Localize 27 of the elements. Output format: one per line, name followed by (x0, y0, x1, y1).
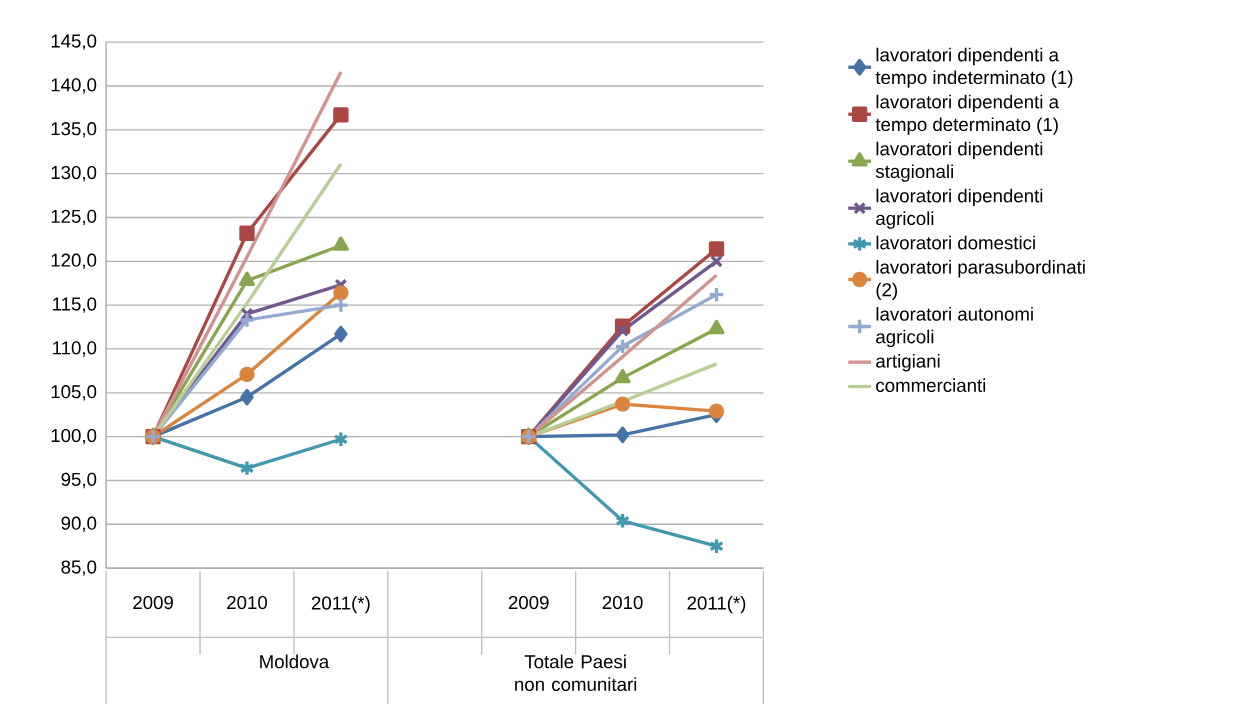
y-tick-label: 90,0 (61, 516, 97, 532)
x-tick-label: 2011(*) (687, 595, 746, 614)
y-tick-label: 115,0 (53, 297, 97, 313)
y-tick-label: 100,0 (51, 428, 97, 445)
y-tick-label: 130,0 (51, 165, 97, 182)
x-tick-label: 2010 (602, 595, 643, 610)
text: Totale Paesi non comunitari (515, 654, 637, 691)
y-tick-label: 125,0 (51, 209, 97, 226)
y-tick-label: 135,0 (51, 122, 97, 138)
y-tick-label: 95,0 (61, 472, 97, 489)
x-tick-label: 2011(*) (311, 595, 370, 614)
y-tick-label: 105,0 (51, 385, 97, 401)
legend-label: lavoratori domestici (876, 235, 1035, 250)
text: Moldova (260, 654, 330, 669)
legend-label: artigiani (876, 354, 940, 372)
y-tick-label: 110,0 (53, 341, 97, 357)
x-tick-label: 2010 (227, 595, 268, 610)
y-tick-label: 120,0 (51, 253, 97, 269)
legend-label: lavoratori dipendenti a tempo determinato (1) (875, 94, 1059, 135)
legend-label: lavoratori parasubordinati (2) (876, 260, 1085, 301)
legend-label: lavoratori dipendenti a tempo indeterminato (1) (875, 47, 1073, 88)
legend-label: commercianti (876, 378, 986, 393)
y-tick-label: 85,0 (61, 560, 97, 576)
y-tick-label: 140,0 (51, 78, 97, 94)
x-tick-label: 2009 (133, 595, 173, 610)
x-tick-label: 2009 (508, 595, 549, 610)
y-tick-label: 145,0 (51, 34, 97, 50)
